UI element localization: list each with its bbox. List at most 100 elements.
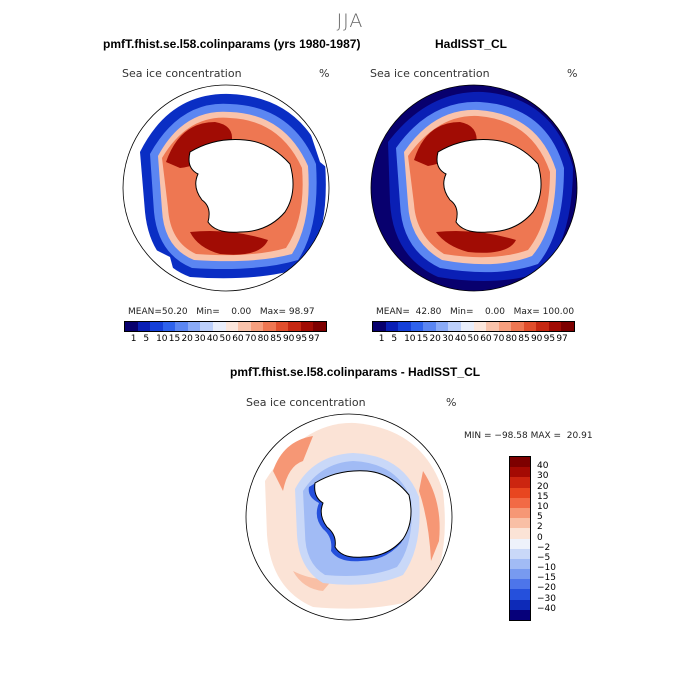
- colorbar-tick-label: 85: [270, 334, 282, 344]
- colorbar-tick-label: 15: [537, 491, 549, 502]
- colorbar-tick-label: 5: [391, 334, 398, 344]
- colorbar-swatch: [498, 322, 512, 331]
- colorbar-tick-label: −20: [537, 583, 556, 594]
- colorbar-swatch: [510, 497, 530, 508]
- colorbar-swatch: [423, 322, 436, 331]
- colorbar-swatch: [511, 322, 524, 331]
- colorbar-tick-label: 1: [130, 334, 137, 344]
- colorbar-tick-label: 90: [530, 334, 543, 344]
- panel2-antarctica: [436, 139, 542, 233]
- panel1-title: pmfT.fhist.se.l58.colinparams (yrs 1980-…: [103, 37, 361, 51]
- colorbar-tick-label: 30: [537, 471, 549, 482]
- colorbar-tick-label: 15: [416, 334, 429, 344]
- colorbar-swatch: [548, 322, 562, 331]
- colorbar-swatch: [385, 322, 399, 331]
- panel1-map-label: Sea ice concentration: [122, 67, 242, 80]
- colorbar-tick-label: 30: [194, 334, 206, 344]
- colorbar-swatch: [510, 518, 530, 529]
- colorbar-swatch: [510, 589, 530, 600]
- colorbar-tick-label: 70: [244, 334, 257, 344]
- colorbar-swatch: [561, 322, 574, 331]
- colorbar-tick-label: −15: [537, 573, 556, 584]
- colorbar-swatch: [473, 322, 487, 331]
- colorbar-swatch: [510, 579, 530, 590]
- colorbar-tick-label: 2: [537, 522, 543, 533]
- season-title: JJA: [336, 10, 364, 32]
- colorbar-tick-label: 20: [181, 334, 193, 344]
- colorbar-tick-label: 5: [537, 512, 543, 523]
- panel1-unit: %: [319, 67, 330, 80]
- colorbar-tick-label: 10: [537, 501, 549, 512]
- panel1-weddell-max: [166, 122, 233, 168]
- colorbar-swatch: [250, 322, 264, 331]
- colorbar-swatch: [435, 322, 449, 331]
- colorbar-tick-label: 20: [537, 481, 549, 492]
- colorbar-tick-label: −10: [537, 563, 556, 574]
- colorbar-swatch: [510, 487, 530, 498]
- colorbar-swatch: [187, 322, 201, 331]
- colorbar-swatch: [510, 528, 530, 539]
- colorbar-tick-label: 30: [442, 334, 454, 344]
- colorbar-tick-label: 60: [232, 334, 244, 344]
- panel1-colorbar-ticks: 1 5 10 15 20 30 40 50 60 70 80 85 90 95 97: [124, 334, 327, 346]
- colorbar-tick-label: −40: [537, 603, 556, 614]
- colorbar-tick-label: 5: [143, 334, 150, 344]
- colorbar-swatch: [313, 322, 326, 331]
- panel3-minmax: MIN = −98.58 MAX = 20.91: [464, 431, 593, 441]
- colorbar-swatch: [510, 507, 530, 519]
- colorbar-swatch: [523, 322, 537, 331]
- colorbar-tick-label: 50: [219, 334, 231, 344]
- panel2-unit: %: [567, 67, 578, 80]
- colorbar-swatch: [510, 457, 530, 468]
- colorbar-swatch: [486, 322, 499, 331]
- colorbar-tick-label: 95: [543, 334, 556, 344]
- colorbar-swatch: [137, 322, 151, 331]
- panel2-stats: MEAN= 42.80 Min= 0.00 Max= 100.00: [376, 307, 575, 317]
- colorbar-swatch: [288, 322, 301, 331]
- panel3-title: pmfT.fhist.se.l58.colinparams - HadISST_…: [230, 365, 481, 379]
- colorbar-swatch: [125, 322, 138, 331]
- colorbar-swatch: [460, 322, 474, 331]
- colorbar-swatch: [510, 609, 530, 620]
- colorbar-tick-label: 1: [378, 334, 385, 344]
- colorbar-tick-label: 40: [206, 334, 219, 344]
- colorbar-tick-label: 90: [282, 334, 295, 344]
- colorbar-swatch: [398, 322, 411, 331]
- colorbar-tick-label: −2: [537, 542, 551, 553]
- colorbar-tick-label: 50: [467, 334, 479, 344]
- colorbar-swatch: [150, 322, 163, 331]
- colorbar-tick-label: 95: [295, 334, 308, 344]
- colorbar-tick-label: 40: [537, 461, 549, 472]
- colorbar-swatch: [510, 558, 530, 570]
- panel2-title: HadISST_CL: [435, 37, 508, 51]
- colorbar-tick-label: 70: [492, 334, 505, 344]
- panel3-colorbar-ticks: 40 30 20 15 10 5 2 0 −2 −5 −10 −15 −20 −30 −40: [537, 456, 577, 621]
- colorbar-swatch: [510, 467, 530, 478]
- colorbar-swatch: [238, 322, 251, 331]
- panel2-map-label: Sea ice concentration: [370, 67, 490, 80]
- colorbar-swatch: [212, 322, 226, 331]
- panel3-antarctica: [314, 470, 412, 558]
- colorbar-tick-label: 80: [505, 334, 518, 344]
- panel2-polar-map: [370, 84, 578, 292]
- colorbar-swatch: [263, 322, 276, 331]
- colorbar-tick-label: 10: [404, 334, 416, 344]
- panel2-colorbar: [372, 321, 575, 332]
- colorbar-swatch: [410, 322, 424, 331]
- colorbar-swatch: [275, 322, 289, 331]
- colorbar-swatch: [162, 322, 176, 331]
- colorbar-swatch: [510, 548, 530, 559]
- colorbar-swatch: [448, 322, 461, 331]
- panel3-map-label: Sea ice concentration: [246, 396, 366, 409]
- colorbar-tick-label: −5: [537, 552, 551, 563]
- colorbar-tick-label: 10: [156, 334, 168, 344]
- panel1-stats: MEAN=50.20 Min= 0.00 Max= 98.97: [128, 307, 315, 317]
- colorbar-tick-label: 0: [537, 532, 543, 543]
- colorbar-swatch: [510, 477, 530, 488]
- panel3-unit: %: [446, 396, 457, 409]
- colorbar-swatch: [373, 322, 386, 331]
- colorbar-swatch: [510, 569, 530, 580]
- colorbar-tick-label: 40: [454, 334, 467, 344]
- colorbar-tick-label: 97: [308, 334, 320, 344]
- colorbar-swatch: [175, 322, 188, 331]
